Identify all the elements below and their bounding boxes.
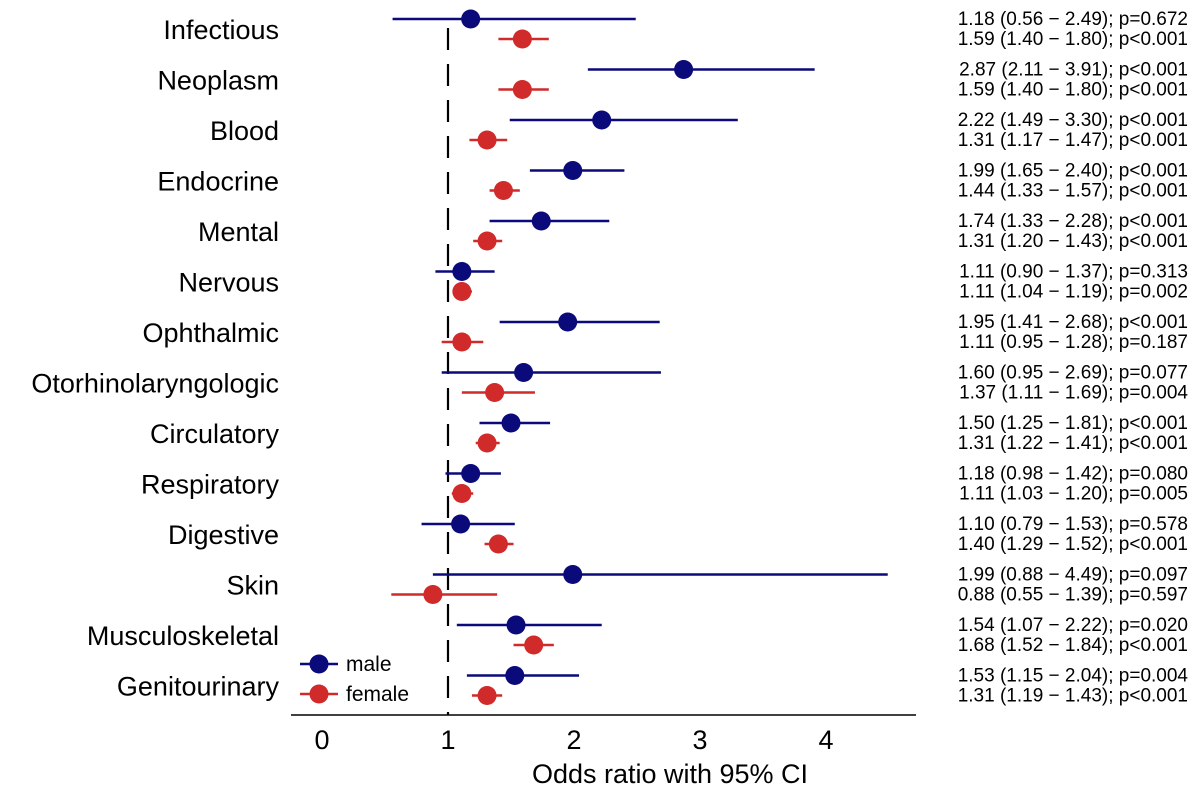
estimate-label-female: 1.31 (1.20 − 1.43); p<0.001 bbox=[958, 231, 1188, 252]
estimate-label-male: 1.18 (0.56 − 2.49); p=0.672 bbox=[958, 9, 1188, 30]
category-label: Infectious bbox=[163, 15, 279, 45]
point-female bbox=[512, 80, 532, 99]
point-female bbox=[493, 181, 513, 200]
point-male bbox=[461, 9, 481, 29]
point-female bbox=[524, 635, 544, 655]
point-male bbox=[451, 514, 471, 534]
estimate-label-female: 1.11 (0.95 − 1.28); p=0.187 bbox=[959, 332, 1188, 353]
x-tick-label: 2 bbox=[566, 725, 581, 755]
point-male bbox=[558, 312, 578, 332]
estimate-label-female: 1.31 (1.19 − 1.43); p<0.001 bbox=[958, 686, 1188, 707]
point-female bbox=[477, 130, 497, 150]
point-male bbox=[592, 110, 612, 130]
x-tick-labels: 0 1 2 3 4 bbox=[314, 725, 833, 755]
point-female bbox=[488, 534, 508, 554]
legend-marker-male bbox=[309, 654, 329, 674]
category-label: Nervous bbox=[178, 268, 279, 298]
point-male bbox=[563, 161, 583, 180]
estimate-label-male: 1.53 (1.15 − 2.04); p=0.004 bbox=[958, 666, 1189, 687]
category-label: Skin bbox=[226, 571, 279, 601]
x-tick-label: 4 bbox=[818, 725, 833, 755]
category-label: Otorhinolaryngologic bbox=[31, 369, 279, 399]
x-axis-title: Odds ratio with 95% CI bbox=[532, 759, 808, 789]
estimate-label-female: 1.31 (1.22 − 1.41); p<0.001 bbox=[958, 433, 1188, 454]
legend-marker-female bbox=[309, 684, 329, 704]
x-tick-label: 1 bbox=[440, 725, 455, 755]
point-female bbox=[485, 383, 505, 402]
estimate-label-male: 1.50 (1.25 − 1.81); p<0.001 bbox=[958, 413, 1188, 434]
point-male bbox=[531, 211, 551, 231]
estimate-label-female: 1.11 (1.03 − 1.20); p=0.005 bbox=[959, 484, 1188, 505]
point-female bbox=[512, 29, 532, 49]
x-tick-label: 3 bbox=[692, 725, 707, 755]
estimate-label-male: 1.99 (0.88 − 4.49); p=0.097 bbox=[958, 565, 1188, 586]
point-female bbox=[452, 332, 472, 352]
category-label: Genitourinary bbox=[117, 672, 280, 702]
legend-label-male: male bbox=[346, 653, 392, 676]
category-labels: Infectious Neoplasm Blood Endocrine Mental Ne… bbox=[31, 15, 279, 702]
point-female bbox=[477, 433, 497, 453]
point-female bbox=[452, 282, 472, 301]
category-label: Mental bbox=[198, 217, 279, 247]
point-female bbox=[477, 231, 497, 251]
legend-label-female: female bbox=[346, 683, 409, 706]
estimate-label-female: 1.68 (1.52 − 1.84); p<0.001 bbox=[958, 635, 1188, 656]
category-label: Digestive bbox=[168, 520, 279, 550]
estimate-label-male: 1.95 (1.41 − 2.68); p<0.001 bbox=[958, 312, 1188, 333]
category-label: Musculoskeletal bbox=[87, 621, 279, 651]
point-male bbox=[452, 262, 472, 281]
category-label: Respiratory bbox=[141, 470, 280, 500]
estimate-label-male: 1.10 (0.79 − 1.53); p=0.578 bbox=[958, 514, 1188, 535]
estimate-label-female: 1.31 (1.17 − 1.47); p<0.001 bbox=[958, 130, 1188, 151]
estimate-label-male: 1.60 (0.95 − 2.69); p=0.077 bbox=[958, 363, 1188, 384]
estimate-label-male: 2.87 (2.11 − 3.91); p<0.001 bbox=[959, 60, 1188, 81]
estimate-label-female: 1.44 (1.33 − 1.57); p<0.001 bbox=[958, 181, 1188, 202]
estimate-label-male: 2.22 (1.49 − 3.30); p<0.001 bbox=[958, 110, 1188, 131]
estimate-label-male: 1.18 (0.98 − 1.42); p=0.080 bbox=[958, 464, 1188, 485]
category-label: Neoplasm bbox=[157, 66, 279, 96]
estimate-label-female: 1.37 (1.11 − 1.69); p=0.004 bbox=[959, 383, 1188, 404]
point-female bbox=[423, 585, 443, 604]
point-male bbox=[505, 666, 525, 685]
point-male bbox=[461, 464, 481, 483]
estimate-label-female: 1.40 (1.29 − 1.52); p<0.001 bbox=[958, 534, 1188, 555]
point-female bbox=[452, 484, 472, 503]
category-label: Circulatory bbox=[150, 419, 280, 449]
estimate-label-male: 1.11 (0.90 − 1.37); p=0.313 bbox=[959, 262, 1188, 283]
marks-group bbox=[391, 9, 888, 705]
point-male bbox=[514, 363, 534, 382]
point-male bbox=[563, 565, 583, 584]
estimate-label-female: 1.59 (1.40 − 1.80); p<0.001 bbox=[958, 29, 1188, 50]
x-tick-label: 0 bbox=[314, 725, 329, 755]
category-label: Blood bbox=[210, 116, 279, 146]
estimate-label-male: 1.74 (1.33 − 2.28); p<0.001 bbox=[958, 211, 1188, 232]
estimate-label-female: 0.88 (0.55 − 1.39); p=0.597 bbox=[958, 585, 1188, 606]
estimate-label-female: 1.59 (1.40 − 1.80); p<0.001 bbox=[958, 80, 1188, 101]
estimate-label-female: 1.11 (1.04 − 1.19); p=0.002 bbox=[959, 282, 1188, 303]
category-label: Endocrine bbox=[157, 167, 279, 197]
point-male bbox=[674, 60, 694, 79]
legend: male female bbox=[300, 653, 409, 706]
category-label: Ophthalmic bbox=[142, 318, 279, 348]
estimate-label-male: 1.99 (1.65 − 2.40); p<0.001 bbox=[958, 161, 1188, 182]
point-female bbox=[477, 686, 497, 705]
estimate-label-male: 1.54 (1.07 − 2.22); p=0.020 bbox=[958, 615, 1188, 636]
point-male bbox=[501, 413, 521, 433]
point-male bbox=[506, 615, 526, 635]
